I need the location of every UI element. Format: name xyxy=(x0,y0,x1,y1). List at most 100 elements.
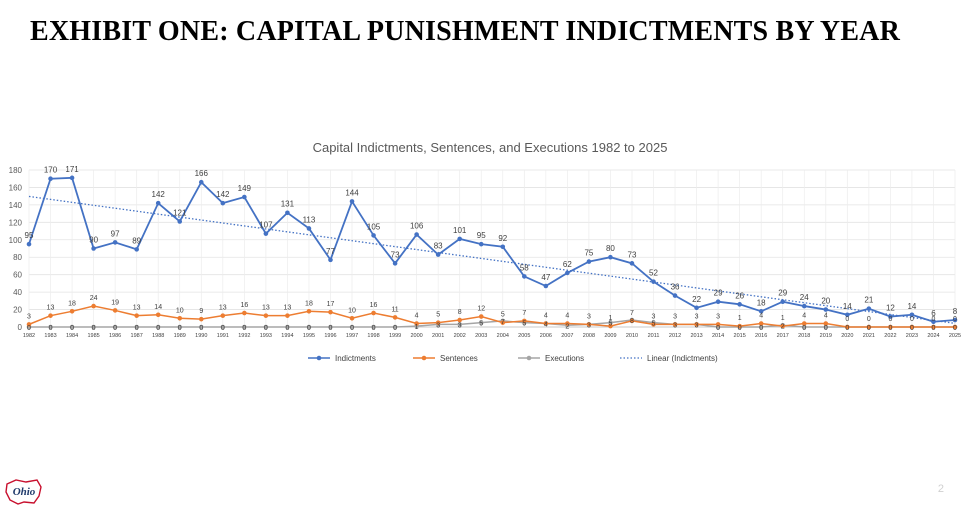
data-label-executions: 0 xyxy=(285,325,289,332)
data-point-sentences xyxy=(866,324,872,330)
data-point-executions xyxy=(198,324,204,330)
x-tick-label: 1998 xyxy=(367,333,379,339)
data-point-indictments xyxy=(69,175,75,181)
data-label-sentences: 3 xyxy=(652,313,656,320)
data-label-executions: 0 xyxy=(92,325,96,332)
x-tick-label: 2023 xyxy=(906,333,918,339)
data-label-sentences: 4 xyxy=(802,313,806,320)
data-point-indictments xyxy=(651,279,656,284)
data-point-sentences xyxy=(651,322,656,327)
data-label-executions: 5 xyxy=(608,321,612,328)
x-tick-label: 2010 xyxy=(626,333,638,339)
data-label-indictments: 29 xyxy=(778,289,787,298)
data-point-executions xyxy=(285,324,290,330)
data-point-indictments xyxy=(478,241,484,247)
data-point-sentences xyxy=(155,312,161,318)
x-tick-label: 1986 xyxy=(109,333,121,339)
x-tick-label: 2006 xyxy=(540,333,552,339)
data-label-executions: 0 xyxy=(329,325,333,332)
data-point-sentences xyxy=(349,315,355,321)
x-tick-label: 1999 xyxy=(389,333,401,339)
data-label-executions: 2 xyxy=(781,323,785,330)
data-label-sentences: 5 xyxy=(501,312,505,319)
data-point-sentences xyxy=(112,308,118,313)
data-point-indictments xyxy=(629,261,635,266)
data-point-sentences xyxy=(134,313,139,318)
data-point-indictments xyxy=(198,179,204,185)
data-label-sentences: 0 xyxy=(910,316,914,323)
data-point-indictments xyxy=(177,219,183,224)
data-point-indictments xyxy=(306,226,312,231)
data-label-executions: 8 xyxy=(630,318,634,325)
data-point-sentences xyxy=(263,313,269,318)
x-tick-label: 1984 xyxy=(66,333,78,339)
data-label-executions: 0 xyxy=(264,325,268,332)
data-label-sentences: 5 xyxy=(436,312,440,319)
x-tick-label: 2007 xyxy=(561,333,573,339)
data-point-indictments xyxy=(263,231,269,236)
data-label-executions: 3 xyxy=(587,322,591,329)
data-label-indictments: 73 xyxy=(391,250,400,259)
data-point-sentences xyxy=(823,321,829,326)
x-tick-label: 1983 xyxy=(44,333,56,339)
data-label-indictments: 21 xyxy=(864,296,873,305)
y-tick-label: 160 xyxy=(9,183,23,192)
data-label-executions: 3 xyxy=(436,322,440,329)
data-label-sentences: 4 xyxy=(824,313,828,320)
data-label-indictments: 142 xyxy=(216,190,230,199)
data-label-sentences: 3 xyxy=(716,313,720,320)
data-label-executions: 0 xyxy=(738,325,742,332)
data-point-indictments xyxy=(694,305,699,311)
data-point-executions xyxy=(91,324,96,330)
data-label-indictments: 83 xyxy=(434,242,443,251)
data-point-sentences xyxy=(457,317,462,323)
x-tick-label: 1990 xyxy=(195,333,207,339)
data-label-executions: 5 xyxy=(652,321,656,328)
data-label-executions: 0 xyxy=(113,325,117,332)
data-label-indictments: 90 xyxy=(89,236,98,245)
x-tick-label: 2019 xyxy=(820,333,832,339)
data-label-indictments: 170 xyxy=(44,166,58,175)
data-point-sentences xyxy=(586,322,592,327)
data-label-executions: 0 xyxy=(221,325,225,332)
data-label-indictments: 121 xyxy=(173,208,187,217)
data-label-indictments: 107 xyxy=(259,221,273,230)
data-point-indictments xyxy=(134,247,139,252)
data-label-indictments: 95 xyxy=(477,231,486,240)
data-label-executions: 5 xyxy=(479,321,483,328)
legend-marker-indictments xyxy=(316,355,322,361)
data-point-executions xyxy=(328,324,333,330)
data-label-indictments: 12 xyxy=(886,304,895,313)
data-label-indictments: 89 xyxy=(132,236,141,245)
data-point-indictments xyxy=(823,307,829,312)
chart-title: Capital Indictments, Sentences, and Exec… xyxy=(312,140,668,155)
data-point-sentences xyxy=(672,322,678,327)
x-tick-label: 1997 xyxy=(346,333,358,339)
data-label-executions: 1 xyxy=(415,324,419,331)
x-tick-label: 1992 xyxy=(238,333,250,339)
data-point-sentences xyxy=(69,309,75,314)
data-label-indictments: 80 xyxy=(606,244,615,253)
data-label-sentences: 16 xyxy=(370,302,378,309)
y-tick-label: 60 xyxy=(13,271,22,280)
data-point-indictments xyxy=(48,176,53,182)
data-label-sentences: 10 xyxy=(348,307,356,314)
data-label-sentences: 24 xyxy=(90,295,98,302)
data-label-executions: 3 xyxy=(695,322,699,329)
data-point-sentences xyxy=(888,324,893,330)
x-tick-label: 2005 xyxy=(518,333,530,339)
series-line-indictments xyxy=(28,176,956,323)
data-label-sentences: 16 xyxy=(240,302,248,309)
data-point-indictments xyxy=(371,233,376,238)
data-label-indictments: 14 xyxy=(907,302,916,311)
data-point-sentences xyxy=(478,314,484,319)
data-label-indictments: 20 xyxy=(821,297,830,306)
y-tick-label: 140 xyxy=(9,201,23,210)
data-point-sentences xyxy=(414,321,419,326)
data-point-indictments xyxy=(91,246,96,251)
data-point-sentences xyxy=(543,321,549,326)
data-label-sentences: 19 xyxy=(111,299,119,306)
x-tick-label: 2018 xyxy=(798,333,810,339)
data-label-executions: 4 xyxy=(544,322,548,329)
